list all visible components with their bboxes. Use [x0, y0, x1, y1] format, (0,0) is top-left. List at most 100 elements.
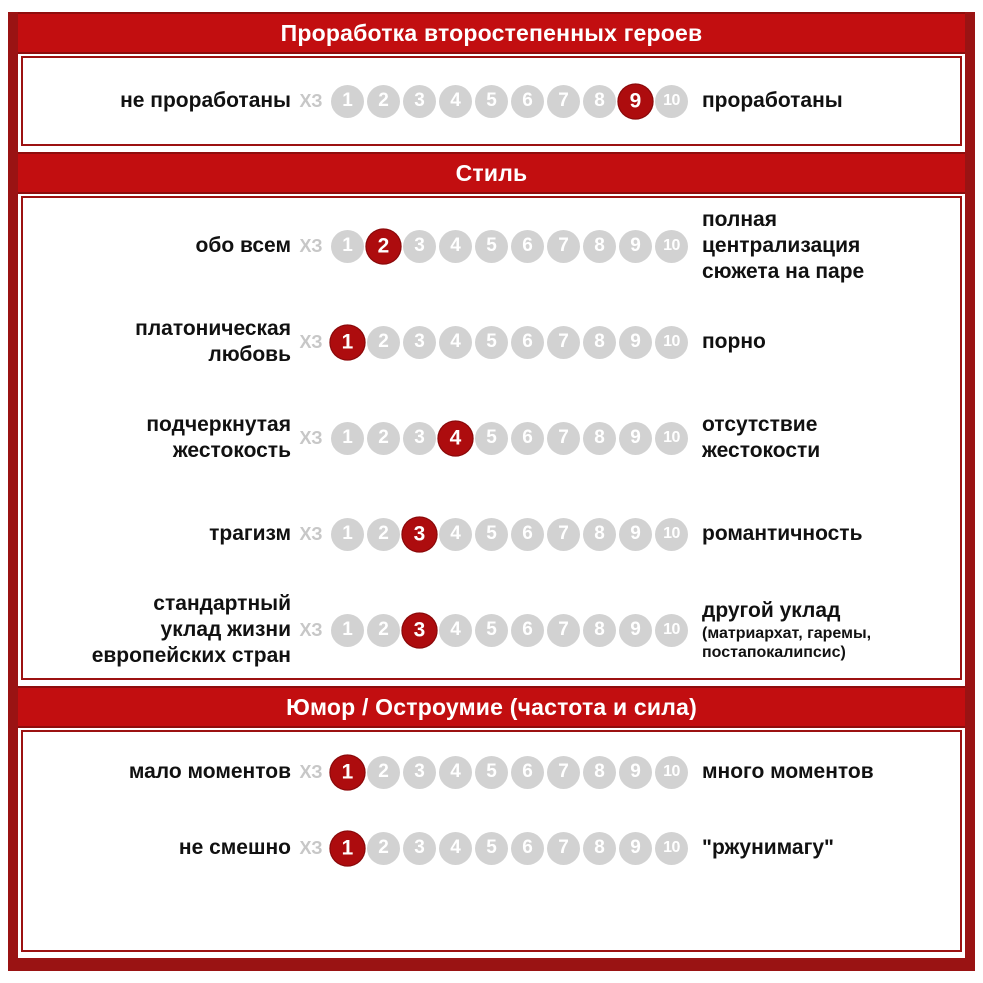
unknown-option[interactable]: ХЗ — [299, 619, 323, 640]
right-anchor-label: другой уклад (матриархат, гаремы, постапо… — [702, 598, 871, 663]
scale-option-7[interactable]: 7 — [547, 229, 580, 263]
scale-option-4[interactable]: 4 — [439, 229, 472, 263]
scale-option-10[interactable]: 10 — [655, 517, 688, 551]
scale-option-5[interactable]: 5 — [475, 517, 508, 551]
scale-option-4[interactable]: 4 — [439, 517, 472, 551]
scale-option-10[interactable]: 10 — [655, 421, 688, 455]
scale-option-9[interactable]: 9 — [619, 755, 652, 789]
scale-option-6[interactable]: 6 — [511, 831, 544, 865]
right-anchor-label: много моментов — [702, 759, 874, 785]
scale-option-3[interactable]: 3 — [403, 421, 436, 455]
scale-option-4-selected[interactable]: 4 — [437, 419, 474, 457]
scale-option-10[interactable]: 10 — [655, 229, 688, 263]
scale-options: 1 2 3 4 5 6 7 8 9 10 — [331, 611, 688, 649]
scale-option-1[interactable]: 1 — [331, 84, 364, 118]
scale-option-5[interactable]: 5 — [475, 755, 508, 789]
scale-option-9[interactable]: 9 — [619, 421, 652, 455]
scale-option-9-selected[interactable]: 9 — [617, 82, 654, 120]
scale-option-3[interactable]: 3 — [403, 755, 436, 789]
scale-option-5[interactable]: 5 — [475, 831, 508, 865]
scale-option-8[interactable]: 8 — [583, 613, 616, 647]
scale-option-10[interactable]: 10 — [655, 84, 688, 118]
scale-option-10[interactable]: 10 — [655, 325, 688, 359]
scale-option-7[interactable]: 7 — [547, 84, 580, 118]
scale-option-6[interactable]: 6 — [511, 755, 544, 789]
rating-row: не проработаны ХЗ 1 2 3 4 5 6 7 8 9 10 проработаны — [23, 58, 960, 144]
unknown-option[interactable]: ХЗ — [299, 331, 323, 352]
scale-option-3[interactable]: 3 — [403, 325, 436, 359]
scale-option-3[interactable]: 3 — [403, 831, 436, 865]
scale-option-8[interactable]: 8 — [583, 755, 616, 789]
scale-option-10[interactable]: 10 — [655, 755, 688, 789]
scale-option-7[interactable]: 7 — [547, 613, 580, 647]
scale-option-4[interactable]: 4 — [439, 613, 472, 647]
right-anchor-text: порно — [702, 329, 766, 353]
scale-option-1[interactable]: 1 — [331, 421, 364, 455]
scale-option-9[interactable]: 9 — [619, 831, 652, 865]
scale-option-9[interactable]: 9 — [619, 613, 652, 647]
scale-option-10[interactable]: 10 — [655, 613, 688, 647]
scale-option-2[interactable]: 2 — [367, 325, 400, 359]
scale-option-4[interactable]: 4 — [439, 755, 472, 789]
unknown-option[interactable]: ХЗ — [299, 90, 323, 111]
unknown-option[interactable]: ХЗ — [299, 837, 323, 858]
scale-option-5[interactable]: 5 — [475, 325, 508, 359]
scale-option-4[interactable]: 4 — [439, 84, 472, 118]
scale-option-9[interactable]: 9 — [619, 229, 652, 263]
scale-option-8[interactable]: 8 — [583, 831, 616, 865]
scale-option-8[interactable]: 8 — [583, 421, 616, 455]
scale-option-3[interactable]: 3 — [403, 229, 436, 263]
scale-option-5[interactable]: 5 — [475, 421, 508, 455]
unknown-option[interactable]: ХЗ — [299, 427, 323, 448]
left-anchor-label: мало моментов — [128, 759, 291, 783]
scale-option-7[interactable]: 7 — [547, 831, 580, 865]
unknown-option[interactable]: ХЗ — [299, 235, 323, 256]
scale-option-6[interactable]: 6 — [511, 84, 544, 118]
scale-option-1-selected[interactable]: 1 — [329, 323, 366, 361]
scale-option-9[interactable]: 9 — [619, 517, 652, 551]
scale-option-8[interactable]: 8 — [583, 229, 616, 263]
scale-option-3[interactable]: 3 — [403, 84, 436, 118]
scale-option-5[interactable]: 5 — [475, 229, 508, 263]
scale-option-10[interactable]: 10 — [655, 831, 688, 865]
scale-option-3-selected[interactable]: 3 — [401, 515, 438, 553]
scale-option-7[interactable]: 7 — [547, 517, 580, 551]
scale-option-2[interactable]: 2 — [367, 517, 400, 551]
scale-option-6[interactable]: 6 — [511, 421, 544, 455]
scale-option-7[interactable]: 7 — [547, 755, 580, 789]
scale-option-6[interactable]: 6 — [511, 325, 544, 359]
left-anchor-label: не проработаны — [120, 88, 291, 112]
scale-option-4[interactable]: 4 — [439, 325, 472, 359]
scale-option-2[interactable]: 2 — [367, 755, 400, 789]
scale-option-4[interactable]: 4 — [439, 831, 472, 865]
scale-option-8[interactable]: 8 — [583, 84, 616, 118]
scale-options: 1 2 3 4 5 6 7 8 9 10 — [331, 227, 688, 265]
scale-option-9[interactable]: 9 — [619, 325, 652, 359]
rating-row: подчеркнутая жестокость ХЗ 1 2 3 4 5 6 7 8 9 10 отсу… — [23, 390, 960, 486]
scale-option-2-selected[interactable]: 2 — [365, 227, 402, 265]
scale-option-7[interactable]: 7 — [547, 325, 580, 359]
right-anchor-text: полная централизация сюжета на паре — [702, 207, 865, 284]
scale-option-6[interactable]: 6 — [511, 613, 544, 647]
scale-option-2[interactable]: 2 — [367, 84, 400, 118]
scale-option-7[interactable]: 7 — [547, 421, 580, 455]
scale-options: 1 2 3 4 5 6 7 8 9 10 — [329, 829, 688, 867]
scale-option-1[interactable]: 1 — [331, 517, 364, 551]
scale-option-1[interactable]: 1 — [331, 613, 364, 647]
right-anchor-label: полная централизация сюжета на паре — [702, 207, 864, 286]
unknown-option[interactable]: ХЗ — [299, 523, 323, 544]
scale-option-1-selected[interactable]: 1 — [329, 753, 366, 791]
scale-option-5[interactable]: 5 — [475, 84, 508, 118]
scale-option-6[interactable]: 6 — [511, 229, 544, 263]
scale-option-6[interactable]: 6 — [511, 517, 544, 551]
scale-option-2[interactable]: 2 — [367, 613, 400, 647]
scale-option-3-selected[interactable]: 3 — [401, 611, 438, 649]
scale-option-5[interactable]: 5 — [475, 613, 508, 647]
scale-option-1[interactable]: 1 — [331, 229, 364, 263]
unknown-option[interactable]: ХЗ — [299, 761, 323, 782]
scale-option-8[interactable]: 8 — [583, 325, 616, 359]
scale-option-1-selected[interactable]: 1 — [329, 829, 366, 867]
scale-option-8[interactable]: 8 — [583, 517, 616, 551]
scale-option-2[interactable]: 2 — [367, 421, 400, 455]
scale-option-2[interactable]: 2 — [367, 831, 400, 865]
